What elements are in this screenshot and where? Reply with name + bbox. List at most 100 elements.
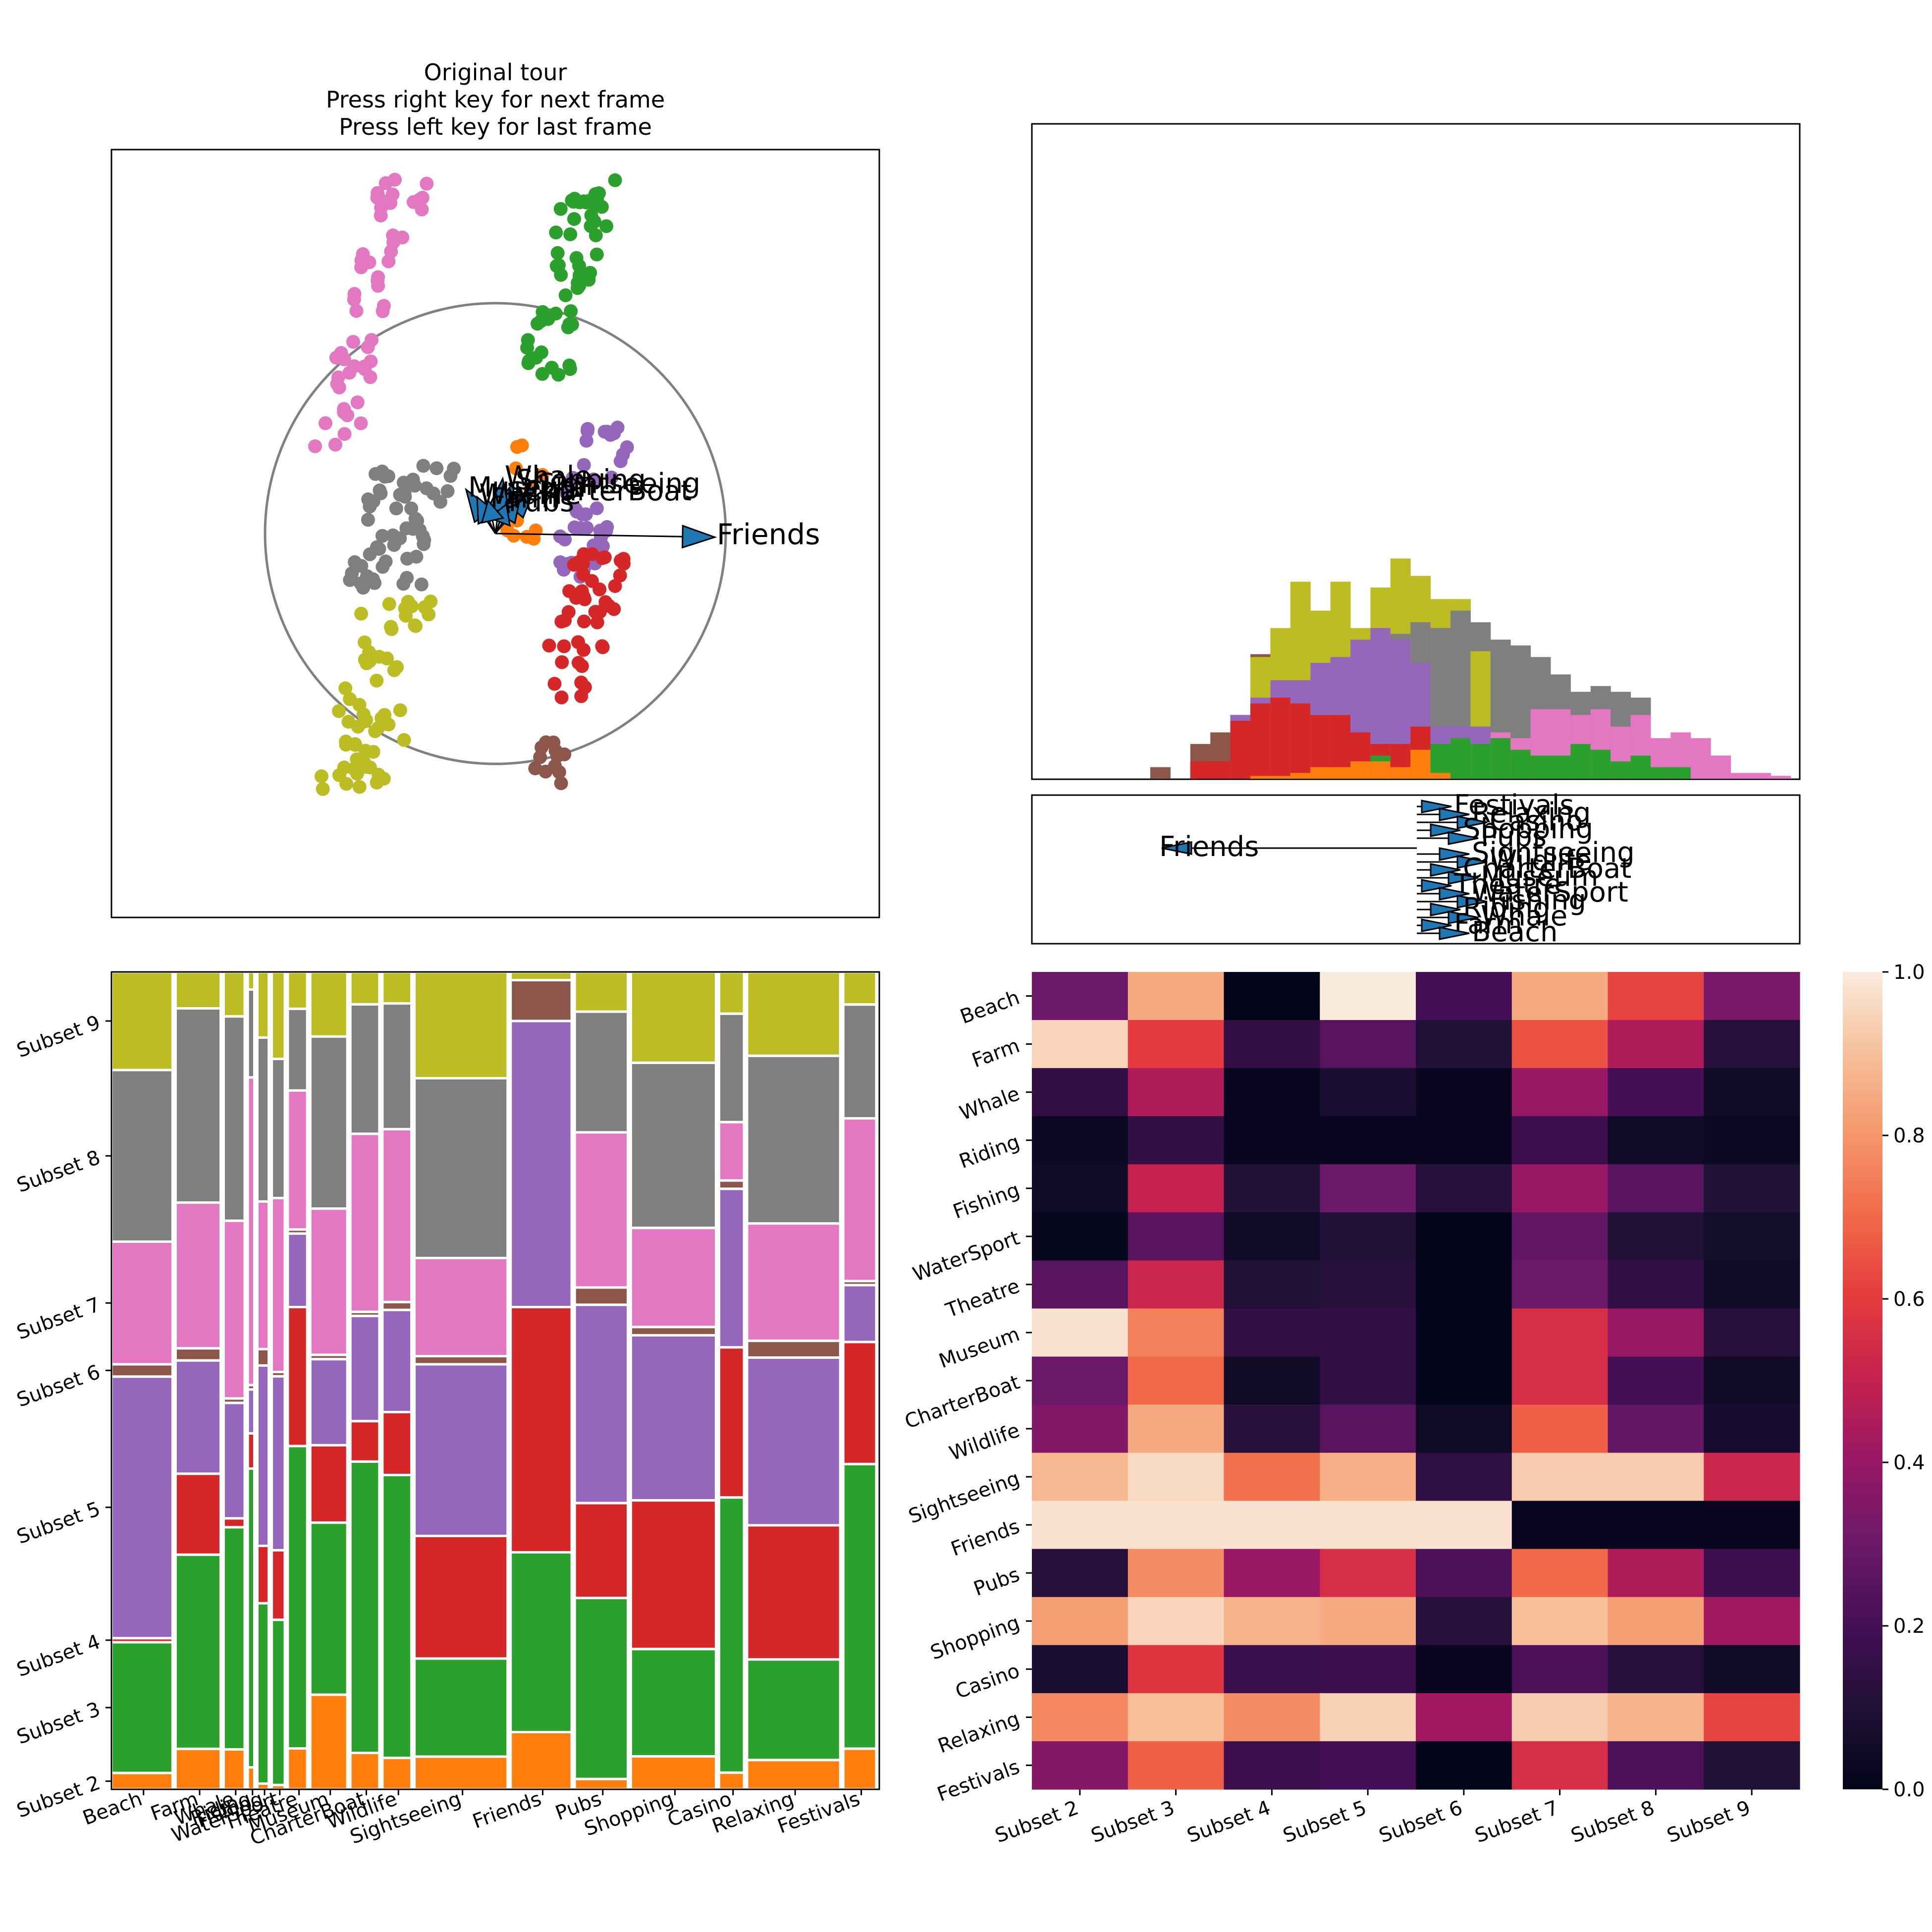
tour-point [555, 655, 569, 669]
axes-frame [1031, 794, 1801, 945]
heatmap-cell [1511, 1645, 1609, 1694]
histogram-bar [1430, 773, 1451, 779]
heatmap-cell [1127, 1356, 1225, 1405]
colorbar-tick-label: 0.4 [1893, 1451, 1925, 1474]
heatmap-cell [1032, 1020, 1128, 1069]
mosaic-cell [174, 1201, 222, 1350]
tour-point [539, 310, 553, 324]
tour-point [569, 502, 583, 516]
histogram-bar [1530, 755, 1551, 779]
mosaic-cell [509, 1306, 573, 1554]
histogram-bar [1610, 761, 1631, 779]
heatmap-cell [1320, 1404, 1416, 1453]
histogram-panel [1031, 123, 1801, 780]
mosaic-cell [381, 970, 413, 1005]
tour-scatter-panel[interactable]: Original tour Press right key for next f… [110, 59, 880, 918]
histogram-bar [1470, 744, 1491, 779]
tour-point [388, 172, 402, 187]
heatmap-ytick-label: Farm [969, 1034, 1022, 1073]
heatmap-cell [1704, 1549, 1800, 1598]
tour-point [613, 568, 627, 583]
tour-point [550, 246, 565, 260]
tour-point [366, 572, 380, 587]
tour-point [577, 194, 591, 209]
tour-point [390, 660, 404, 674]
heatmap-ytick-label: Whale [957, 1082, 1022, 1125]
tour-point [607, 602, 621, 616]
heatmap-cell [1608, 1308, 1704, 1357]
tour-point [577, 614, 591, 629]
proj-axis-label: WaterSport [1472, 876, 1628, 909]
tour-point [563, 362, 577, 376]
mosaic-cell [573, 1303, 629, 1504]
tour-point [408, 512, 423, 526]
mosaic-cell [381, 1127, 413, 1303]
heatmap-ytick-label: Riding [956, 1130, 1022, 1173]
histogram-bar [1270, 698, 1291, 779]
proj-axis-label: Farm [1454, 908, 1522, 940]
heatmap-cell [1032, 1452, 1128, 1502]
proj-arrow-head [1421, 800, 1452, 813]
tour-point [395, 230, 410, 245]
histogram-bar [1270, 776, 1291, 779]
heatmap-xtick-label: Subset 7 [1472, 1796, 1561, 1847]
heatmap-cell [1032, 1068, 1128, 1117]
tour-point [316, 782, 330, 796]
tour-point [557, 747, 572, 761]
mosaic-cell [246, 1076, 256, 1387]
tour-point [557, 639, 571, 653]
mosaic-ytick-label: Subset 5 [14, 1498, 104, 1549]
heatmap-cell [1511, 1693, 1609, 1742]
tour-point [372, 767, 386, 782]
heatmap-cell [1224, 1404, 1320, 1453]
tour-point [372, 649, 386, 664]
heatmap-cell [1127, 972, 1225, 1020]
heatmap-cell [1416, 1068, 1512, 1117]
mosaic-cell [174, 1553, 222, 1750]
heatmap-cell [1608, 1597, 1704, 1646]
mosaic-cell [246, 1467, 256, 1769]
mosaic-cell [842, 1462, 878, 1750]
mosaic-cell [349, 1132, 381, 1313]
tour-point [590, 615, 604, 630]
heatmap-cell [1704, 1020, 1800, 1069]
heatmap-cell [1320, 1356, 1416, 1405]
mosaic-cell [573, 1597, 629, 1780]
heatmap-cell [1511, 1116, 1609, 1165]
tour-point [427, 486, 440, 501]
heatmap-cell [1511, 1068, 1609, 1117]
heatmap-cell [1608, 1068, 1704, 1117]
tour-point [553, 529, 567, 543]
tour-point [416, 459, 430, 473]
mosaic-cell [573, 1010, 629, 1134]
heatmap-cell [1511, 1356, 1609, 1405]
proj-arrow-head [1456, 895, 1488, 909]
mosaic-cell [509, 979, 573, 1022]
tour-point [558, 288, 573, 303]
heatmap-cell [1608, 1116, 1704, 1165]
tour-point [361, 513, 375, 527]
mosaic-cell [746, 1222, 842, 1342]
histogram-bar [1751, 773, 1771, 779]
heatmap-cell [1416, 1260, 1512, 1309]
tour-point [595, 639, 609, 653]
proj-axis-label: Festivals [1454, 789, 1574, 821]
mosaic-cell [174, 1347, 222, 1362]
heatmap-cell [1416, 1164, 1512, 1213]
tour-point [577, 547, 591, 561]
tour-point [351, 719, 365, 734]
heatmap-cell [1608, 1452, 1704, 1502]
histogram-bar [1150, 767, 1171, 779]
heatmap-cell [1320, 1164, 1416, 1213]
tour-point [546, 735, 561, 750]
mosaic-cell [842, 1003, 878, 1120]
tour-point [396, 577, 411, 591]
mosaic-cell [222, 1401, 246, 1520]
tour-point [409, 619, 423, 633]
tour-point [354, 253, 369, 268]
tour-point [339, 777, 354, 791]
mosaic-cell [270, 1549, 286, 1621]
colorbar-tick-label: 1.0 [1893, 961, 1925, 984]
mosaic-cell [573, 1777, 629, 1791]
